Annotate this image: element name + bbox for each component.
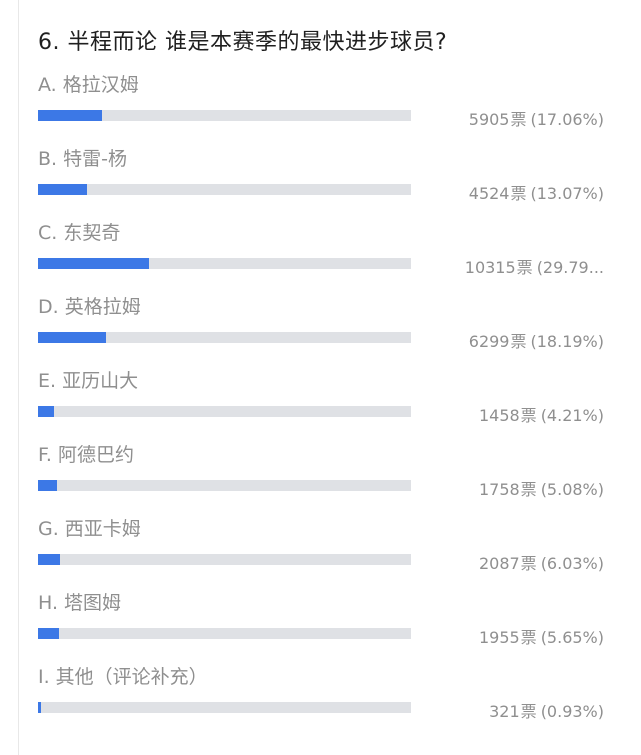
- vote-bar-track: [38, 332, 411, 343]
- option-label: G. 西亚卡姆: [38, 518, 141, 540]
- vote-unit: 票: [520, 702, 537, 721]
- vote-bar-track: [38, 554, 411, 565]
- vote-unit: 票: [520, 406, 537, 425]
- vote-bar-track: [38, 480, 411, 491]
- vote-bar-track: [38, 406, 411, 417]
- option-label: I. 其他（评论补充）: [38, 666, 208, 688]
- vote-count: 6299: [468, 332, 510, 351]
- vote-bar-fill: [38, 332, 106, 343]
- vote-unit: 票: [520, 554, 537, 573]
- poll-option-g[interactable]: G. 西亚卡姆 2087票 (6.03%): [19, 514, 641, 588]
- poll-option-h[interactable]: H. 塔图姆 1955票 (5.65%): [19, 588, 641, 662]
- vote-percent: (0.93%): [540, 702, 604, 721]
- vote-count: 1458: [478, 406, 520, 425]
- vote-bar-fill: [38, 184, 87, 195]
- poll-card: 6. 半程而论 谁是本赛季的最快进步球员? A. 格拉汉姆 5905票 (17.0…: [18, 0, 641, 755]
- vote-bar-fill: [38, 258, 150, 269]
- option-label: E. 亚历山大: [38, 370, 139, 392]
- vote-bar-track: [38, 258, 411, 269]
- vote-percent: (6.03%): [540, 554, 604, 573]
- vote-result: 1758票 (5.08%): [444, 476, 604, 500]
- poll-option-i[interactable]: I. 其他（评论补充） 321票 (0.93%): [19, 662, 641, 736]
- vote-count: 10315: [464, 258, 516, 277]
- vote-count: 4524: [468, 184, 510, 203]
- vote-unit: 票: [510, 110, 527, 129]
- option-label: A. 格拉汉姆: [38, 74, 139, 96]
- vote-unit: 票: [510, 184, 527, 203]
- vote-count: 2087: [478, 554, 520, 573]
- vote-percent: (5.65%): [540, 628, 604, 647]
- vote-bar-fill: [38, 554, 61, 565]
- vote-count: 1758: [478, 480, 520, 499]
- vote-bar-fill: [38, 480, 57, 491]
- vote-count: 321: [489, 702, 520, 721]
- poll-option-e[interactable]: E. 亚历山大 1458票 (4.21%): [19, 366, 641, 440]
- vote-percent: (5.08%): [540, 480, 604, 499]
- vote-percent: (4.21%): [540, 406, 604, 425]
- poll-option-b[interactable]: B. 特雷-杨 4524票 (13.07%): [19, 144, 641, 218]
- poll-option-f[interactable]: F. 阿德巴约 1758票 (5.08%): [19, 440, 641, 514]
- vote-bar-track: [38, 110, 411, 121]
- option-label: F. 阿德巴约: [38, 444, 134, 466]
- vote-unit: 票: [520, 480, 537, 499]
- vote-unit: 票: [520, 628, 537, 647]
- poll-option-c[interactable]: C. 东契奇 10315票 (29.79...: [19, 218, 641, 292]
- vote-result: 4524票 (13.07%): [444, 180, 604, 204]
- vote-unit: 票: [510, 332, 527, 351]
- poll-option-a[interactable]: A. 格拉汉姆 5905票 (17.06%): [19, 70, 641, 144]
- vote-bar-fill: [38, 628, 60, 639]
- vote-unit: 票: [516, 258, 533, 277]
- vote-count: 1955: [478, 628, 520, 647]
- poll-option-d[interactable]: D. 英格拉姆 6299票 (18.19%): [19, 292, 641, 366]
- option-label: H. 塔图姆: [38, 592, 122, 614]
- vote-percent: (18.19%): [530, 332, 605, 351]
- question-title: 6. 半程而论 谁是本赛季的最快进步球员?: [38, 30, 448, 55]
- vote-percent: (29.79...: [536, 258, 604, 277]
- vote-result: 321票 (0.93%): [444, 698, 604, 722]
- vote-percent: (13.07%): [530, 184, 605, 203]
- option-label: D. 英格拉姆: [38, 296, 141, 318]
- vote-result: 6299票 (18.19%): [444, 328, 604, 352]
- vote-result: 2087票 (6.03%): [444, 550, 604, 574]
- option-label: C. 东契奇: [38, 222, 121, 244]
- vote-result: 1458票 (4.21%): [444, 402, 604, 426]
- vote-bar-track: [38, 702, 411, 713]
- vote-bar-fill: [38, 702, 42, 713]
- vote-result: 10315票 (29.79...: [444, 254, 604, 278]
- vote-percent: (17.06%): [530, 110, 605, 129]
- vote-bar-fill: [38, 406, 54, 417]
- vote-result: 1955票 (5.65%): [444, 624, 604, 648]
- vote-bar-fill: [38, 110, 102, 121]
- vote-count: 5905: [468, 110, 510, 129]
- option-label: B. 特雷-杨: [38, 148, 127, 170]
- vote-result: 5905票 (17.06%): [444, 106, 604, 130]
- vote-bar-track: [38, 184, 411, 195]
- vote-bar-track: [38, 628, 411, 639]
